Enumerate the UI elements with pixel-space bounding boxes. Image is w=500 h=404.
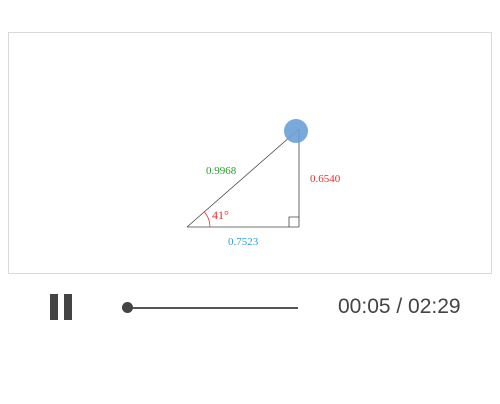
opposite-side-label: 0.6540 xyxy=(310,173,341,185)
hypotenuse-line xyxy=(186,128,300,228)
right-angle-marker xyxy=(288,216,299,227)
seek-bar-handle[interactable] xyxy=(122,302,134,313)
triangle-diagram: 0.9968 0.6540 0.7523 41° xyxy=(186,119,341,248)
angle-arc xyxy=(203,211,211,228)
adjacent-side-label: 0.7523 xyxy=(228,236,259,248)
pause-icon xyxy=(46,294,76,322)
playback-controls: 00:05 / 02:29 xyxy=(0,282,500,334)
seek-bar-track[interactable] xyxy=(122,307,298,309)
hypotenuse-label: 0.9968 xyxy=(206,165,237,177)
animation-canvas: 0.9968 0.6540 0.7523 41° xyxy=(8,32,492,274)
time-display: 00:05 / 02:29 xyxy=(338,295,461,318)
pause-button[interactable] xyxy=(46,294,76,322)
vertex-drag-handle[interactable] xyxy=(284,119,308,143)
angle-label: 41° xyxy=(212,208,229,222)
